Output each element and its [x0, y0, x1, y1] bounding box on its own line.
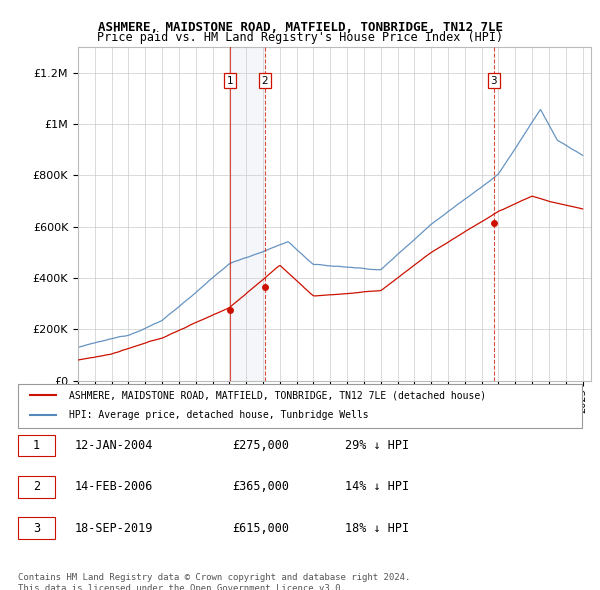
Text: Price paid vs. HM Land Registry's House Price Index (HPI): Price paid vs. HM Land Registry's House …: [97, 31, 503, 44]
Text: £615,000: £615,000: [232, 522, 289, 535]
FancyBboxPatch shape: [18, 435, 55, 456]
Text: ASHMERE, MAIDSTONE ROAD, MATFIELD, TONBRIDGE, TN12 7LE: ASHMERE, MAIDSTONE ROAD, MATFIELD, TONBR…: [97, 21, 503, 34]
Text: HPI: Average price, detached house, Tunbridge Wells: HPI: Average price, detached house, Tunb…: [69, 411, 368, 420]
Text: 18% ↓ HPI: 18% ↓ HPI: [345, 522, 409, 535]
Text: 1: 1: [33, 439, 40, 452]
Text: £275,000: £275,000: [232, 439, 289, 452]
Text: 2: 2: [262, 76, 268, 86]
FancyBboxPatch shape: [18, 476, 55, 497]
Text: 2: 2: [33, 480, 40, 493]
Text: 12-JAN-2004: 12-JAN-2004: [74, 439, 153, 452]
FancyBboxPatch shape: [18, 384, 582, 428]
Text: 3: 3: [33, 522, 40, 535]
Text: 18-SEP-2019: 18-SEP-2019: [74, 522, 153, 535]
FancyBboxPatch shape: [18, 517, 55, 539]
Text: 3: 3: [490, 76, 497, 86]
Text: £365,000: £365,000: [232, 480, 289, 493]
Text: 29% ↓ HPI: 29% ↓ HPI: [345, 439, 409, 452]
Bar: [230, 47, 265, 381]
Text: ASHMERE, MAIDSTONE ROAD, MATFIELD, TONBRIDGE, TN12 7LE (detached house): ASHMERE, MAIDSTONE ROAD, MATFIELD, TONBR…: [69, 391, 486, 401]
Text: 1: 1: [227, 76, 233, 86]
Text: 14-FEB-2006: 14-FEB-2006: [74, 480, 153, 493]
Text: Contains HM Land Registry data © Crown copyright and database right 2024.
This d: Contains HM Land Registry data © Crown c…: [18, 573, 410, 590]
Text: 14% ↓ HPI: 14% ↓ HPI: [345, 480, 409, 493]
